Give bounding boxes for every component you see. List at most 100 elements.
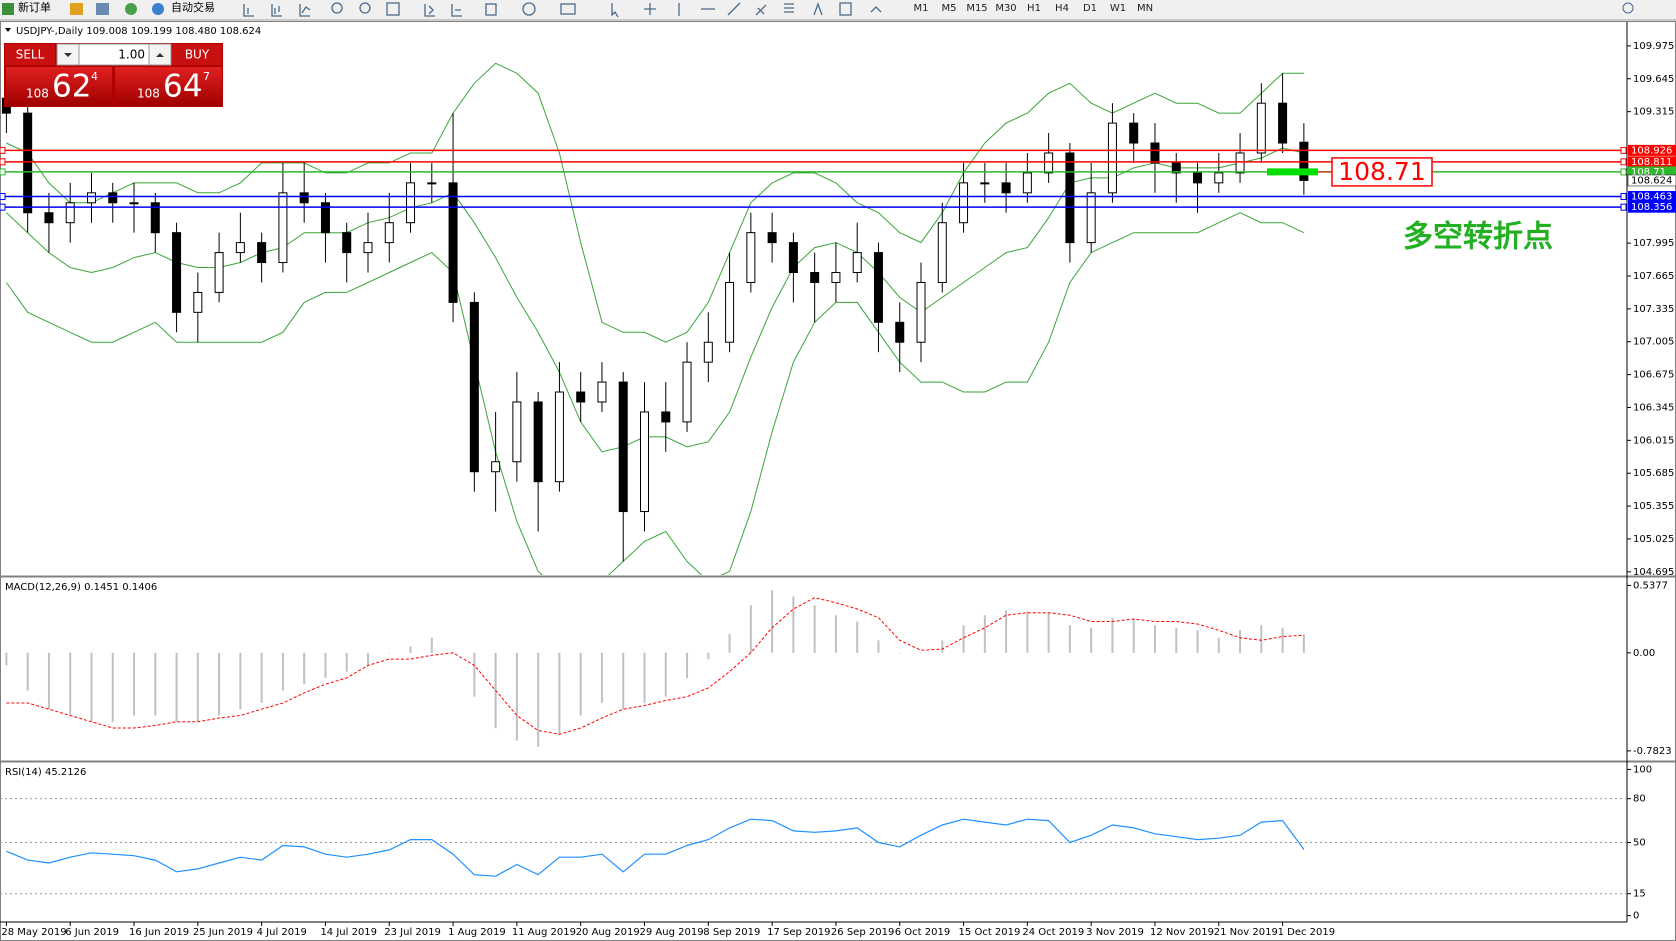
tool-icon[interactable] — [424, 4, 435, 17]
search-icon[interactable] — [1622, 2, 1634, 14]
macd-bar — [1302, 634, 1305, 653]
timeframe-button[interactable]: M30 — [995, 3, 1016, 14]
candle-body — [448, 182, 458, 303]
tool-icon[interactable] — [485, 3, 497, 16]
line-handle — [1620, 203, 1627, 211]
ask-pips: 64 — [163, 69, 202, 105]
candle-body — [1044, 152, 1054, 174]
timeframe-button[interactable]: M5 — [942, 3, 957, 14]
rsi-title: RSI(14) 45.2126 — [5, 767, 86, 778]
tool-icon[interactable] — [451, 4, 462, 17]
timeframe-button[interactable]: M15 — [966, 3, 987, 14]
tool-icon[interactable] — [813, 2, 823, 16]
y-tick-label: 0 — [1633, 911, 1639, 922]
toolbar-icon[interactable] — [96, 3, 109, 15]
candle-body — [193, 291, 203, 313]
new-order-icon[interactable] — [2, 3, 14, 15]
buy-label[interactable]: BUY — [185, 48, 210, 62]
macd-bar — [5, 652, 8, 666]
macd-bar — [69, 652, 72, 716]
candle-body — [682, 361, 692, 423]
macd-bar — [1239, 630, 1242, 653]
tool-icon[interactable] — [243, 4, 254, 17]
macd-bar — [345, 652, 348, 672]
timeframe-button[interactable]: D1 — [1083, 3, 1097, 14]
candle-body — [576, 391, 586, 403]
line-handle — [1620, 193, 1627, 201]
tool-icon[interactable] — [755, 4, 767, 16]
x-tick-label: 25 Jun 2019 — [193, 927, 253, 938]
timeframe-button[interactable]: H4 — [1055, 3, 1069, 14]
lot-down-arrow[interactable] — [64, 53, 72, 57]
candle-body — [810, 272, 820, 283]
x-tick-label: 3 Nov 2019 — [1086, 927, 1144, 938]
buy-price-box[interactable] — [115, 67, 222, 106]
y-tick-label: 80 — [1633, 794, 1646, 805]
macd-bar — [1281, 627, 1284, 653]
toolbar-icon[interactable] — [125, 3, 137, 15]
macd-bar — [643, 652, 646, 703]
tool-icon[interactable] — [299, 4, 311, 17]
sell-price-box[interactable] — [6, 67, 112, 106]
toolbar-icon[interactable] — [70, 3, 83, 15]
candle-body — [1022, 172, 1032, 194]
candle-body — [427, 182, 437, 185]
timeframe-button[interactable]: H1 — [1027, 3, 1041, 14]
x-tick-label: 11 Aug 2019 — [512, 927, 576, 938]
line-handle — [1620, 158, 1627, 166]
new-order-button[interactable]: 新订单 — [18, 0, 51, 14]
auto-trading-icon[interactable] — [152, 3, 164, 15]
lot-value[interactable]: 1.00 — [118, 48, 145, 62]
y-tick-label: 0.5377 — [1633, 580, 1668, 591]
macd-bar — [1132, 618, 1135, 653]
macd-bar — [515, 652, 518, 741]
line-handle — [0, 158, 6, 166]
timeframe-button[interactable]: M1 — [914, 3, 929, 14]
tool-icon[interactable] — [727, 2, 741, 16]
tool-icon[interactable] — [386, 2, 400, 16]
tool-icon[interactable] — [331, 2, 343, 14]
candle-body — [873, 252, 883, 323]
tool-icon[interactable] — [870, 6, 882, 13]
tool-icon[interactable] — [784, 3, 794, 13]
candle-body — [129, 202, 139, 205]
y-tick-label: 100 — [1633, 764, 1652, 775]
candle-body — [959, 182, 969, 224]
ask-point: 7 — [203, 70, 210, 83]
macd-bar — [196, 652, 199, 722]
tool-icon[interactable] — [560, 3, 576, 15]
candle-body — [661, 411, 671, 423]
sell-label[interactable]: SELL — [16, 48, 45, 62]
sell-button[interactable] — [5, 44, 55, 65]
candle-body — [1129, 122, 1139, 144]
tool-icon[interactable] — [839, 2, 852, 16]
line-handle — [0, 168, 6, 176]
macd-bar — [1090, 627, 1093, 653]
tool-icon[interactable] — [522, 2, 536, 16]
macd-bar — [47, 652, 50, 710]
macd-bar — [239, 652, 242, 710]
x-tick-label: 15 Oct 2019 — [959, 927, 1021, 938]
tool-icon[interactable] — [644, 3, 656, 15]
annotation-box — [1331, 157, 1433, 187]
tool-icon[interactable] — [611, 3, 619, 18]
macd-bar — [324, 652, 327, 678]
candle-body — [1235, 152, 1245, 174]
candle-body — [1001, 182, 1011, 194]
macd-bar — [1047, 612, 1050, 653]
auto-trading-button[interactable]: 自动交易 — [171, 0, 215, 14]
y-tick-label: 107.995 — [1633, 238, 1674, 249]
timeframe-button[interactable]: MN — [1137, 3, 1153, 14]
chart-menu-arrow[interactable] — [5, 28, 11, 32]
line-handle — [0, 193, 6, 201]
lot-up-arrow[interactable] — [156, 53, 164, 57]
timeframe-button[interactable]: W1 — [1110, 3, 1126, 14]
candle-body — [788, 242, 798, 274]
tool-icon[interactable] — [359, 2, 371, 14]
buy-button[interactable] — [172, 44, 222, 65]
tool-icon[interactable] — [271, 4, 282, 17]
macd-bar — [579, 652, 582, 716]
y-tick-label: 109.315 — [1633, 107, 1674, 118]
bollinger-band — [5, 212, 1305, 575]
